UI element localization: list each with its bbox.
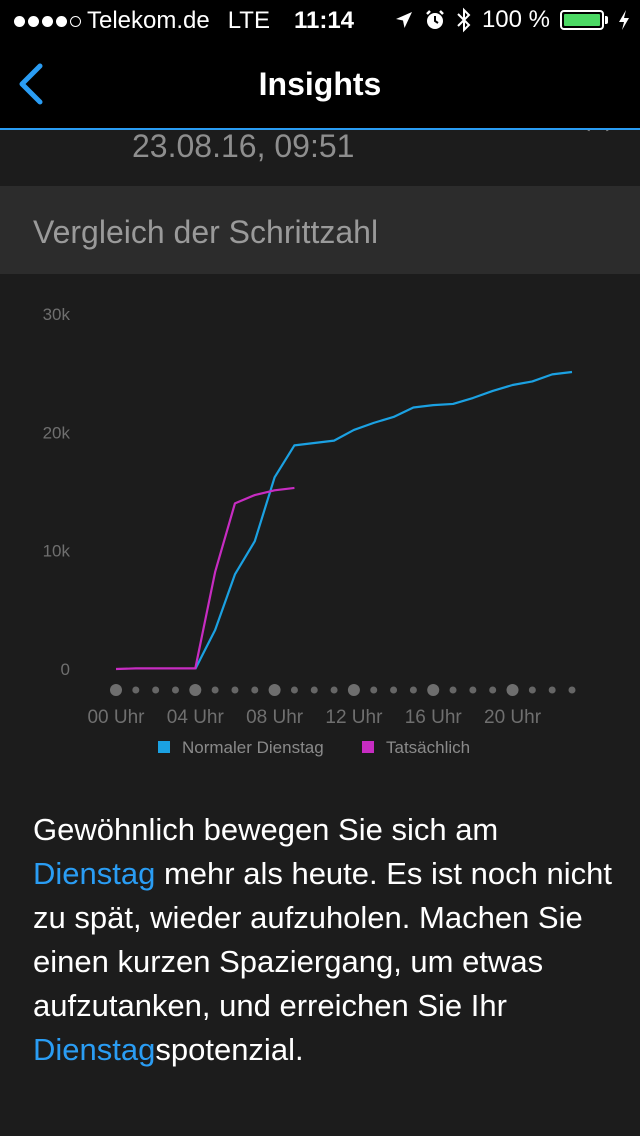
- hour-marker-dot: [548, 686, 556, 694]
- legend-label: Normaler Dienstag: [182, 738, 324, 757]
- y-tick-label: 20k: [43, 423, 71, 442]
- insight-message: Gewöhnlich bewegen Sie sich am Dienstag …: [33, 808, 613, 1072]
- bluetooth-icon: [457, 7, 471, 33]
- y-tick-label: 0: [61, 660, 70, 679]
- hour-marker-dot: [132, 686, 140, 694]
- hour-marker-dot: [489, 686, 497, 694]
- location-arrow-icon: [395, 12, 412, 28]
- chevron-left-icon[interactable]: [14, 62, 48, 106]
- message-part-2: mehr als heute. Es ist noch nicht zu spä…: [33, 856, 612, 1023]
- hour-marker-dot: [330, 686, 338, 694]
- message-part-3: spotenzial.: [155, 1032, 304, 1067]
- hour-marker-dot: [390, 686, 398, 694]
- y-tick-label: 10k: [43, 542, 71, 561]
- legend-label: Tatsächlich: [386, 738, 470, 757]
- legend-swatch: [158, 741, 170, 753]
- hour-marker-dot: [409, 686, 417, 694]
- y-tick-label: 30k: [43, 305, 71, 324]
- message-part-1: Gewöhnlich bewegen Sie sich am: [33, 812, 499, 847]
- hour-marker-dot: [370, 686, 378, 694]
- x-tick-label: 08 Uhr: [246, 707, 304, 728]
- record-date-row: 23.08.16, 09:51: [0, 130, 640, 186]
- step-comparison-chart: 0 10k 20k 30k 00 Uhr 04 Uhr 08 Uhr 12 Uhr 16 Uhr…: [0, 274, 640, 780]
- hour-marker-dot: [427, 684, 440, 696]
- battery-icon: [560, 10, 608, 30]
- series-line-normal: [194, 370, 573, 670]
- network-type: LTE: [227, 7, 270, 34]
- hour-marker-dot: [347, 684, 360, 696]
- section-title: Vergleich der Schrittzahl: [33, 214, 379, 250]
- hour-marker-dot: [506, 684, 519, 696]
- x-tick-label: 12 Uhr: [325, 707, 383, 728]
- x-tick-label: 16 Uhr: [405, 707, 463, 728]
- carrier-name: Telekom.de: [87, 7, 210, 34]
- record-date: 23.08.16, 09:51: [132, 130, 355, 164]
- x-tick-label: 00 Uhr: [87, 707, 145, 728]
- signal-strength-icon: [14, 15, 81, 27]
- navigation-bar: Insights: [0, 40, 640, 130]
- clock: 11:14: [293, 7, 355, 34]
- section-header: Vergleich der Schrittzahl: [0, 186, 640, 274]
- day-link-2[interactable]: Dienstag: [33, 1032, 156, 1067]
- charging-icon: [619, 10, 629, 30]
- hour-marker-dot: [568, 686, 576, 694]
- hour-marker-dot: [528, 686, 536, 694]
- page-title: Insights: [258, 66, 382, 102]
- hour-marker-dot: [152, 686, 160, 694]
- hour-marker-dot: [268, 684, 281, 696]
- day-link[interactable]: Dienstag: [33, 856, 156, 891]
- series-line-actual: [115, 486, 295, 671]
- share-icon[interactable]: [578, 130, 618, 136]
- x-tick-label: 04 Uhr: [167, 707, 225, 728]
- hour-marker-dot: [110, 684, 122, 696]
- hour-marker-dot: [231, 686, 239, 694]
- hour-marker-dot: [211, 686, 219, 694]
- hour-marker-dot: [290, 686, 298, 694]
- hour-marker-dot: [171, 686, 179, 694]
- hour-marker-dot: [251, 686, 259, 694]
- hour-marker-dot: [449, 686, 457, 694]
- hour-marker-dot: [469, 686, 477, 694]
- line-chart: 0 10k 20k 30k 00 Uhr 04 Uhr 08 Uhr 12 Uhr 16 Uhr…: [43, 305, 576, 757]
- hour-marker-dot: [189, 684, 202, 696]
- hour-marker-dot: [310, 686, 318, 694]
- legend-swatch: [362, 741, 374, 753]
- battery-percentage: 100 %: [481, 6, 550, 33]
- alarm-icon: [426, 10, 444, 29]
- x-tick-label: 20 Uhr: [484, 707, 542, 728]
- status-bar: Telekom.de LTE 11:14 100 %: [0, 0, 640, 40]
